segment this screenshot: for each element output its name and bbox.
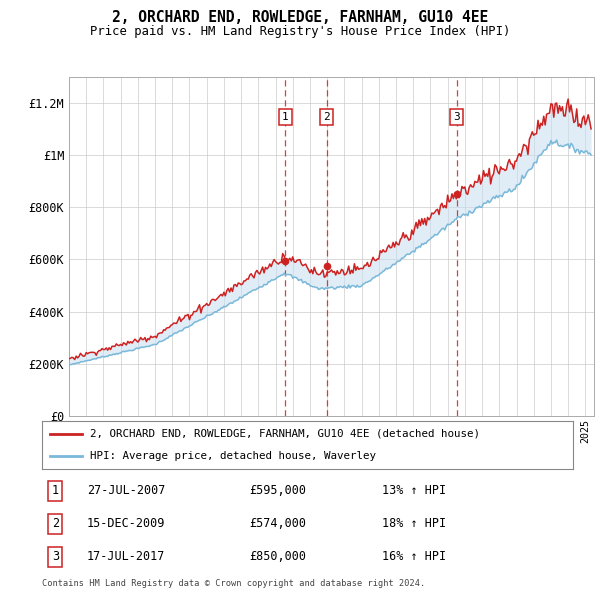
Text: 13% ↑ HPI: 13% ↑ HPI bbox=[382, 484, 446, 497]
Text: 16% ↑ HPI: 16% ↑ HPI bbox=[382, 550, 446, 563]
Text: £574,000: £574,000 bbox=[249, 517, 306, 530]
Text: 18% ↑ HPI: 18% ↑ HPI bbox=[382, 517, 446, 530]
Text: Price paid vs. HM Land Registry's House Price Index (HPI): Price paid vs. HM Land Registry's House … bbox=[90, 25, 510, 38]
Text: 3: 3 bbox=[454, 112, 460, 122]
Text: £595,000: £595,000 bbox=[249, 484, 306, 497]
Text: £850,000: £850,000 bbox=[249, 550, 306, 563]
Text: 2: 2 bbox=[323, 112, 330, 122]
Text: 15-DEC-2009: 15-DEC-2009 bbox=[87, 517, 166, 530]
Text: 2, ORCHARD END, ROWLEDGE, FARNHAM, GU10 4EE: 2, ORCHARD END, ROWLEDGE, FARNHAM, GU10 … bbox=[112, 10, 488, 25]
Text: 1: 1 bbox=[282, 112, 289, 122]
Text: 2: 2 bbox=[52, 517, 59, 530]
Text: 3: 3 bbox=[52, 550, 59, 563]
Text: 17-JUL-2017: 17-JUL-2017 bbox=[87, 550, 166, 563]
Text: HPI: Average price, detached house, Waverley: HPI: Average price, detached house, Wave… bbox=[90, 451, 376, 461]
Text: 1: 1 bbox=[52, 484, 59, 497]
Text: 2, ORCHARD END, ROWLEDGE, FARNHAM, GU10 4EE (detached house): 2, ORCHARD END, ROWLEDGE, FARNHAM, GU10 … bbox=[90, 429, 480, 439]
Text: Contains HM Land Registry data © Crown copyright and database right 2024.
This d: Contains HM Land Registry data © Crown c… bbox=[42, 579, 425, 590]
Text: 27-JUL-2007: 27-JUL-2007 bbox=[87, 484, 166, 497]
